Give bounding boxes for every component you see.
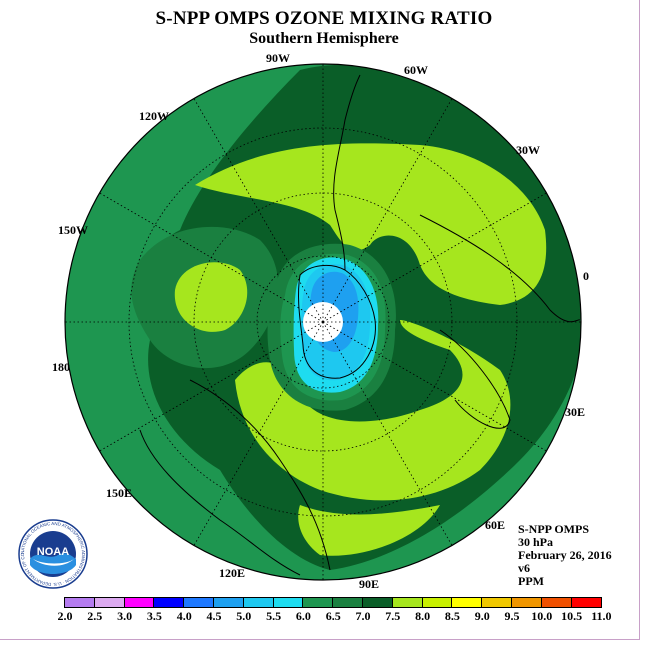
lon-label-60e: 60E (485, 518, 506, 532)
colorbar-swatch (243, 598, 274, 607)
colorbar-swatch (392, 598, 423, 607)
colorbar-tick-label: 5.5 (266, 609, 282, 623)
meridian-line (322, 192, 547, 323)
colorbar-tick-label: 9.0 (474, 609, 490, 623)
meridian-line (322, 321, 453, 546)
colorbar-tick-label: 3.5 (146, 609, 162, 623)
latitude-ring-3 (128, 127, 518, 517)
colorbar (64, 597, 603, 608)
figure-frame (0, 0, 640, 640)
colorbar-swatch (124, 598, 155, 607)
colorbar-tick-label: 7.5 (385, 609, 401, 623)
colorbar-swatch (333, 598, 363, 607)
meridian-line (193, 98, 324, 323)
lon-label-60w: 60W (404, 63, 428, 77)
lon-label-90w: 90W (266, 51, 290, 65)
colorbar-swatch (154, 598, 185, 607)
colorbar-swatch (94, 598, 125, 607)
colorbar-swatch (213, 598, 244, 607)
info-date: February 26, 2016 (518, 548, 612, 562)
map-title: S-NPP OMPS OZONE MIXING RATIO (155, 8, 493, 29)
meridian-line (99, 321, 324, 452)
field-band-7-5-south-tip (298, 505, 440, 556)
lon-label-120e: 120E (219, 566, 246, 580)
colorbar-swatch (65, 598, 95, 607)
field-band-7-5-south (235, 320, 511, 501)
meridian-line (322, 321, 547, 452)
map-border (64, 63, 582, 581)
meridian-line (193, 321, 324, 546)
lon-label-30e: 30E (565, 405, 586, 419)
lon-label-120w: 120W (139, 109, 169, 123)
latitude-ring-1 (256, 255, 390, 389)
colorbar-tick-label: 4.5 (206, 609, 222, 623)
field-band-7-5-west (174, 262, 248, 332)
colorbar-tick-label: 8.5 (444, 609, 460, 623)
lon-label-180: 180 (52, 360, 70, 374)
lon-label-150w: 150W (58, 223, 88, 237)
colorbar-tick-label: 6.0 (295, 609, 311, 623)
colorbar-tick-label: 3.0 (117, 609, 133, 623)
colorbar-swatch (452, 598, 483, 607)
info-block: S-NPP OMPS 30 hPa February 26, 2016 v6 P… (518, 523, 612, 588)
colorbar-swatch (422, 598, 453, 607)
colorbar-swatch (541, 598, 572, 607)
meridian-line (99, 192, 324, 323)
noaa-logo: NOAA NATIONAL OCEANIC AND ATMOSPHERIC AD… (18, 519, 88, 589)
meridian-line (322, 98, 453, 323)
colorbar-swatch (303, 598, 334, 607)
info-instrument: S-NPP OMPS (518, 522, 589, 536)
colorbar-tick-label: 2.5 (87, 609, 103, 623)
colorbar-tick-label: 8.0 (415, 609, 431, 623)
info-level: 30 hPa (518, 535, 554, 549)
lon-label-30w: 30W (516, 143, 540, 157)
colorbar-tick-label: 4.0 (176, 609, 192, 623)
colorbar-tick-label: 6.5 (325, 609, 341, 623)
coastlines (139, 74, 581, 576)
colorbar-swatch (511, 598, 542, 607)
lon-label-90e: 90E (359, 577, 380, 591)
colorbar-tick-label: 11.0 (591, 609, 612, 623)
map-subtitle: Southern Hemisphere (249, 30, 399, 47)
colorbar-swatch (482, 598, 512, 607)
colorbar-tick-label: 10.5 (561, 609, 583, 623)
colorbar-swatch (362, 598, 393, 607)
colorbar-tick-label: 5.0 (236, 609, 252, 623)
colorbar-tick-label: 10.0 (531, 609, 553, 623)
lon-label-150e: 150E (106, 486, 133, 500)
colorbar-tick-label: 9.5 (504, 609, 520, 623)
info-version: v6 (518, 561, 530, 575)
colorbar-tick-label: 2.0 (57, 609, 73, 623)
field-band-7-5-north (195, 143, 547, 305)
colorbar-tick-label: 7.0 (355, 609, 371, 623)
colorbar-swatch (184, 598, 214, 607)
info-units: PPM (518, 574, 544, 588)
lon-label-0: 0 (583, 269, 589, 283)
colorbar-swatch (273, 598, 304, 607)
colorbar-swatch (571, 598, 602, 607)
noaa-logo-text: NOAA (37, 546, 69, 558)
